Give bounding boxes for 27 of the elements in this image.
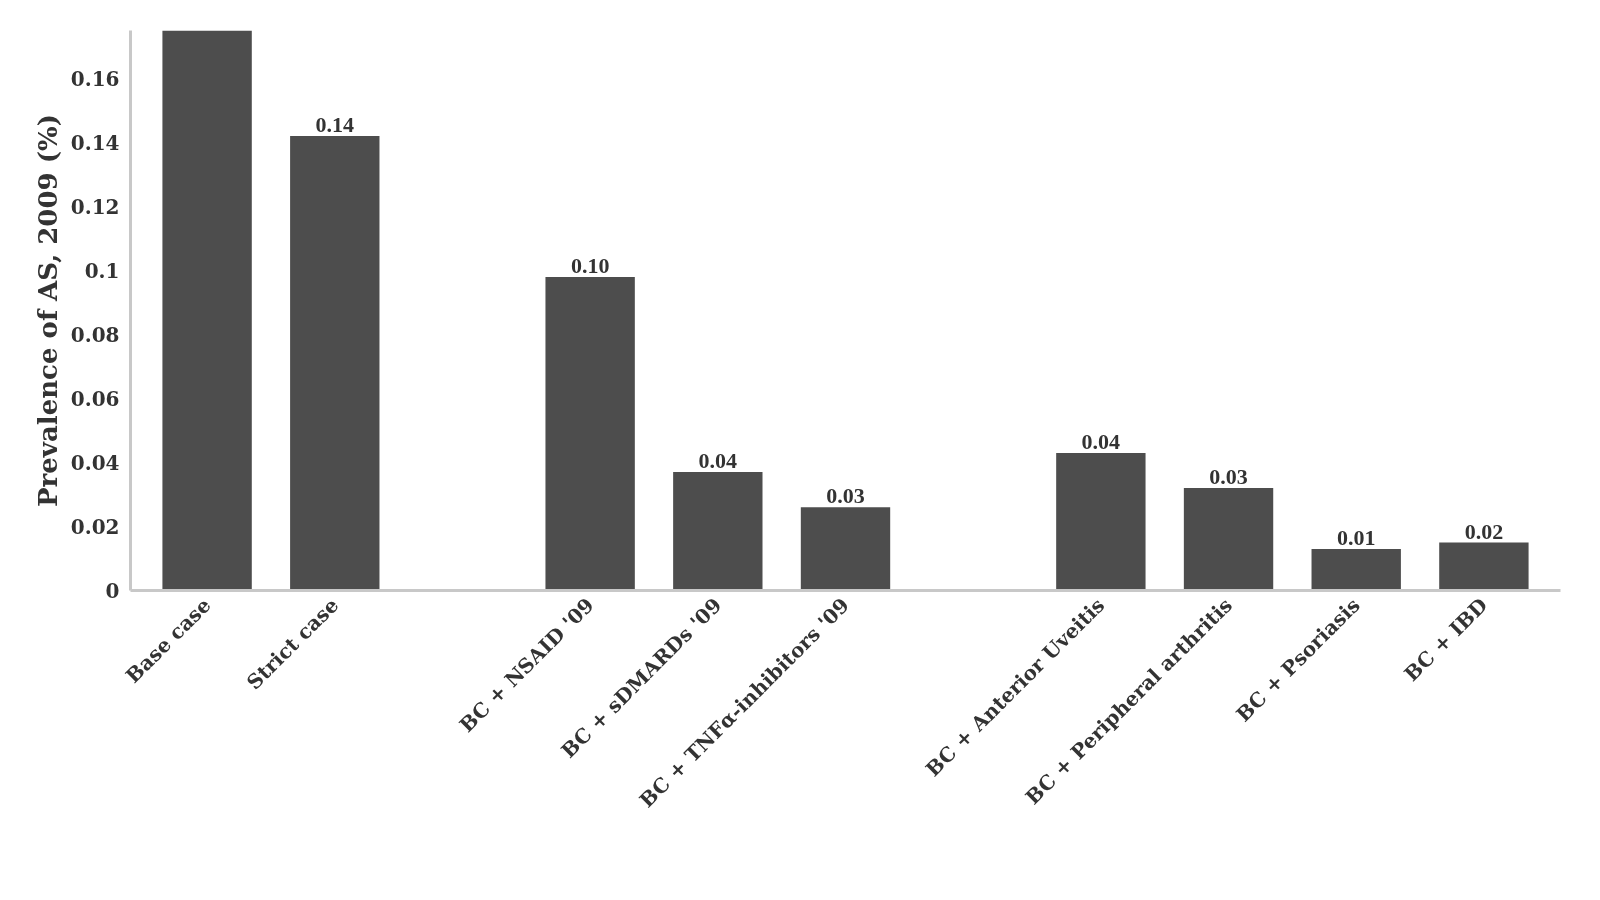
y-axis-title: Prevalence of AS, 2009 (%) [32,114,63,507]
data-label: 0.14 [315,112,355,138]
y-tick-label: 0.08 [70,323,120,347]
bar [162,30,252,591]
bar [1056,452,1146,591]
y-tick-label: 0.16 [70,67,120,91]
data-label: 0.03 [1209,464,1248,490]
bar [1439,542,1529,591]
bar [800,507,891,591]
y-tick-label: 0 [105,579,120,603]
bar [1311,548,1401,591]
bar [545,276,635,591]
y-tick-label: 0.06 [70,387,120,411]
y-tick-label: 0.12 [70,195,120,219]
y-tick-label: 0.04 [70,451,120,475]
data-label: 0.04 [1081,428,1121,454]
data-label: 0.02 [1464,518,1504,544]
data-label: 0.10 [570,252,610,278]
data-label: 0.03 [826,483,865,509]
y-tick-label: 0.1 [84,259,120,283]
y-tick-label: 0.02 [70,515,120,539]
bar [673,472,763,591]
data-label: 0.01 [1336,524,1376,550]
y-tick-label: 0.14 [70,131,120,155]
bar [290,136,380,591]
data-label: 0.04 [698,448,738,474]
bar [1183,488,1274,591]
